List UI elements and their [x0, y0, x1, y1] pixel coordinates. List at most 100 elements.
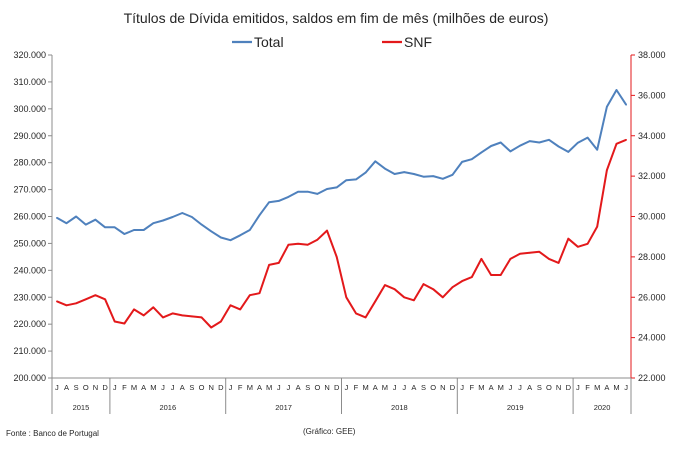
- data-point-total: [268, 201, 270, 204]
- month-label: J: [624, 383, 628, 392]
- data-point-snf: [142, 314, 145, 317]
- data-point-total: [171, 216, 174, 218]
- data-point-total: [393, 173, 396, 175]
- data-point-snf: [181, 314, 184, 317]
- month-label: A: [527, 383, 532, 392]
- year-label: 2018: [391, 403, 408, 412]
- data-point-snf: [200, 316, 203, 319]
- data-point-snf: [461, 280, 463, 282]
- data-point-snf: [538, 251, 541, 253]
- data-point-total: [480, 151, 483, 154]
- data-point-total: [422, 175, 425, 178]
- month-label: O: [83, 383, 89, 392]
- data-point-total: [625, 103, 627, 106]
- data-point-snf: [326, 229, 328, 232]
- data-point-total: [519, 144, 521, 147]
- data-point-snf: [249, 294, 251, 297]
- data-point-snf: [364, 316, 367, 319]
- data-point-total: [104, 226, 106, 229]
- data-point-total: [432, 175, 434, 177]
- month-label: M: [382, 383, 388, 392]
- data-point-snf: [509, 258, 512, 260]
- data-point-snf: [229, 304, 232, 307]
- right-tick-label: 32.000: [638, 171, 666, 181]
- data-point-snf: [480, 258, 483, 260]
- month-label: D: [334, 383, 340, 392]
- year-label: 2017: [275, 403, 292, 412]
- data-point-snf: [191, 315, 193, 318]
- data-point-snf: [567, 237, 570, 240]
- data-point-snf: [75, 302, 77, 305]
- month-label: D: [450, 383, 456, 392]
- data-point-total: [499, 141, 502, 144]
- data-point-snf: [451, 286, 454, 288]
- data-point-total: [364, 171, 367, 174]
- data-point-total: [220, 236, 222, 239]
- month-label: O: [546, 383, 552, 392]
- footer-credit: (Gráfico: GEE): [303, 427, 356, 436]
- data-point-snf: [113, 320, 116, 323]
- right-tick-label: 36.000: [638, 90, 666, 100]
- right-tick-label: 26.000: [638, 292, 666, 302]
- right-tick-label: 38.000: [638, 50, 666, 60]
- left-tick-label: 310.000: [13, 77, 46, 87]
- data-point-total: [548, 138, 550, 141]
- data-point-snf: [470, 276, 473, 278]
- data-point-total: [596, 148, 599, 151]
- left-tick-label: 290.000: [13, 131, 46, 141]
- month-label: J: [393, 383, 397, 392]
- month-label: A: [257, 383, 262, 392]
- left-tick-label: 320.000: [13, 50, 46, 60]
- month-label: A: [64, 383, 69, 392]
- month-label: M: [478, 383, 484, 392]
- data-point-total: [567, 151, 570, 153]
- month-label: F: [238, 383, 243, 392]
- data-point-snf: [519, 253, 521, 255]
- month-label: A: [489, 383, 494, 392]
- footer-source: Fonte : Banco de Portugal: [6, 429, 99, 438]
- data-point-total: [326, 188, 328, 190]
- month-label: J: [460, 383, 464, 392]
- month-label: N: [440, 383, 445, 392]
- month-label: M: [498, 383, 504, 392]
- data-point-total: [258, 214, 261, 216]
- data-point-snf: [413, 299, 415, 302]
- month-label: D: [566, 383, 572, 392]
- month-label: F: [354, 383, 359, 392]
- data-point-snf: [422, 283, 425, 285]
- month-label: A: [373, 383, 378, 392]
- right-tick-label: 28.000: [638, 252, 666, 262]
- month-label: J: [344, 383, 348, 392]
- left-tick-label: 280.000: [13, 158, 46, 168]
- left-tick-label: 210.000: [13, 346, 46, 356]
- chart-title: Títulos de Dívida emitidos, saldos em fi…: [124, 10, 549, 26]
- data-point-total: [152, 222, 155, 225]
- data-point-total: [345, 179, 348, 181]
- data-point-snf: [65, 304, 68, 307]
- data-point-total: [133, 229, 135, 231]
- data-point-total: [606, 105, 608, 108]
- data-point-snf: [586, 242, 589, 245]
- data-point-snf: [268, 264, 270, 266]
- left-tick-label: 240.000: [13, 265, 46, 275]
- month-label: F: [469, 383, 474, 392]
- month-label: D: [218, 383, 224, 392]
- data-point-total: [490, 145, 492, 147]
- data-point-snf: [316, 238, 319, 241]
- right-tick-label: 22.000: [638, 373, 666, 383]
- year-label: 2019: [507, 403, 524, 412]
- data-point-snf: [606, 169, 608, 171]
- data-point-snf: [220, 320, 222, 323]
- month-label: A: [604, 383, 609, 392]
- data-point-snf: [432, 288, 434, 290]
- month-label: J: [509, 383, 513, 392]
- month-label: M: [247, 383, 253, 392]
- month-label: F: [122, 383, 127, 392]
- data-point-total: [181, 212, 184, 214]
- data-point-snf: [123, 322, 126, 325]
- data-point-snf: [403, 296, 406, 299]
- month-label: A: [141, 383, 146, 392]
- month-label: N: [93, 383, 98, 392]
